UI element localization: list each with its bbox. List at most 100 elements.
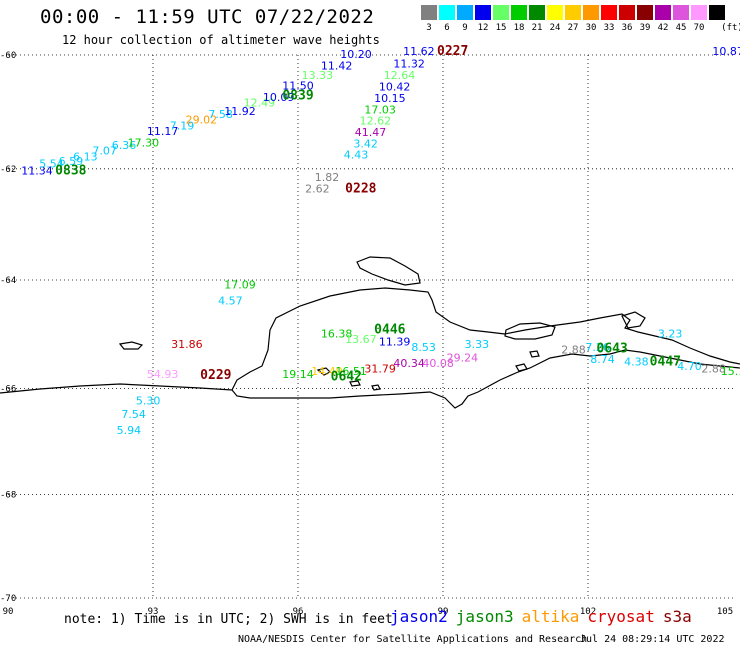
wave-height-label: 7.54: [121, 408, 146, 421]
legend-label: 30: [585, 23, 597, 33]
observations: 11.345.546.596.137.076.3617.3011.177.192…: [21, 45, 740, 437]
legend-swatch: [457, 5, 473, 20]
satellite-name: cryosat: [587, 607, 655, 626]
legend-swatch: [421, 5, 437, 20]
longitude-tick-label: 102: [580, 607, 596, 617]
wave-height-label: 40.08: [422, 357, 454, 370]
island-7: [515, 363, 528, 372]
legend-label: 3: [426, 23, 432, 33]
longitude-tick-label: 96: [293, 607, 304, 617]
pass-time-label: 0229: [200, 368, 231, 383]
wave-height-label: 29.24: [447, 352, 479, 365]
wave-height-label: 17.03: [364, 103, 396, 116]
map-subtitle: 12 hour collection of altimeter wave hei…: [62, 33, 380, 47]
satellite-key: jason2 jason3 altika cryosat s3a: [390, 607, 700, 626]
wave-height-label: 2.88: [701, 362, 726, 375]
wave-height-label: 8.74: [590, 353, 615, 366]
wave-height-label: 3.42: [353, 137, 378, 150]
wave-height-label: 12.64: [384, 69, 416, 82]
antarctic-coastline: [0, 287, 740, 409]
wave-height-label: 10.42: [379, 81, 411, 94]
legend-label: 33: [603, 23, 615, 33]
legend-label: 24: [549, 23, 561, 33]
wave-height-label: 6.36: [112, 139, 137, 152]
wave-height-label: 40.34: [393, 357, 425, 370]
wave-height-label: 3.33: [465, 338, 490, 351]
pass-time-label: 0227: [437, 44, 468, 59]
legend-swatch: [583, 5, 599, 20]
graticule: 90 93 96 99 102 105 -60 -62 -64 -66 -68 -70: [0, 51, 733, 617]
pass-time-label: 0447: [650, 354, 681, 369]
latitude-tick-label: -68: [0, 491, 16, 501]
wave-height-label: 1.82: [315, 171, 340, 184]
legend-swatch: [547, 5, 563, 20]
latitude-tick-label: -60: [0, 51, 16, 61]
wave-height-label: 29.02: [186, 114, 218, 127]
pass-time-label: 0446: [374, 323, 405, 338]
wave-height-label: 2.88: [561, 344, 586, 357]
legend-swatch: [601, 5, 617, 20]
legend-swatch: [475, 5, 491, 20]
satellite-name: s3a: [662, 607, 692, 626]
wave-height-label: 31.86: [171, 338, 203, 351]
wave-height-label: 11.42: [321, 59, 353, 72]
generated-timestamp: Jul 24 08:29:14 UTC 2022: [580, 634, 725, 645]
wave-height-label: 13.67: [345, 333, 377, 346]
legend-label: 6: [444, 23, 450, 33]
wave-height-label: 4.43: [344, 149, 369, 162]
wave-height-label: 10.20: [340, 48, 372, 61]
wave-height-label: 3.23: [658, 327, 683, 340]
island-4: [316, 367, 332, 376]
legend-swatch: [619, 5, 635, 20]
wave-height-label: 7.26: [585, 341, 610, 354]
map-title: 00:00 - 11:59 UTC 07/22/2022: [40, 6, 375, 28]
wave-height-label: 6.59: [59, 155, 84, 168]
legend-unit: (ft): [721, 23, 740, 33]
wave-height-label: 10.87: [712, 45, 740, 58]
island-1: [356, 256, 421, 286]
wave-height-label: 4.38: [624, 355, 649, 368]
island-6: [371, 384, 381, 391]
wave-height-label: 14.49: [311, 365, 343, 378]
legend-swatch: [439, 5, 455, 20]
legend-label: 70: [693, 23, 705, 33]
legend-label: 36: [621, 23, 633, 33]
wave-height-label: 17.30: [128, 136, 160, 149]
legend-swatch: [673, 5, 689, 20]
island-3: [118, 341, 144, 350]
wave-height-label: 11.34: [21, 164, 53, 177]
legend-swatch: [493, 5, 509, 20]
wave-height-label: 17.09: [224, 278, 256, 291]
wave-height-label: 54.93: [147, 368, 179, 381]
wave-height-label: 5.30: [136, 395, 161, 408]
wave-height-label: 7.19: [170, 119, 195, 132]
wave-height-label: 11.39: [379, 335, 411, 348]
pass-times: 0838 0839 0227 0228 0229 0446 0642 0643 0447: [55, 44, 681, 385]
wave-height-label: 16.38: [321, 327, 353, 340]
legend-swatch: [565, 5, 581, 20]
legend-swatch: [529, 5, 545, 20]
satellite-name: jason3: [455, 607, 514, 626]
legend-label: 42: [657, 23, 669, 33]
legend-label: 45: [675, 23, 687, 33]
legend-swatch: [511, 5, 527, 20]
wave-height-label: 19.14: [282, 368, 314, 381]
legend-swatch: [637, 5, 653, 20]
wave-height-label: 7.58: [208, 108, 233, 121]
longitude-tick-label: 99: [438, 607, 449, 617]
coastline: [0, 256, 740, 409]
island-5: [349, 380, 361, 387]
wave-height-label: 11.62: [403, 45, 435, 58]
legend-label: 21: [531, 23, 543, 33]
legend-swatch: [655, 5, 671, 20]
latitude-tick-label: -64: [0, 276, 16, 286]
wave-height-label: 41.47: [355, 126, 387, 139]
pass-time-label: 0839: [282, 89, 313, 104]
wave-height-label: 7.07: [92, 145, 117, 158]
pass-time-label: 0838: [55, 163, 86, 178]
wave-height-label: 12.62: [360, 115, 392, 128]
legend-label: 12: [477, 23, 489, 33]
wave-height-label: 10.09: [263, 91, 295, 104]
island-2: [504, 322, 556, 340]
